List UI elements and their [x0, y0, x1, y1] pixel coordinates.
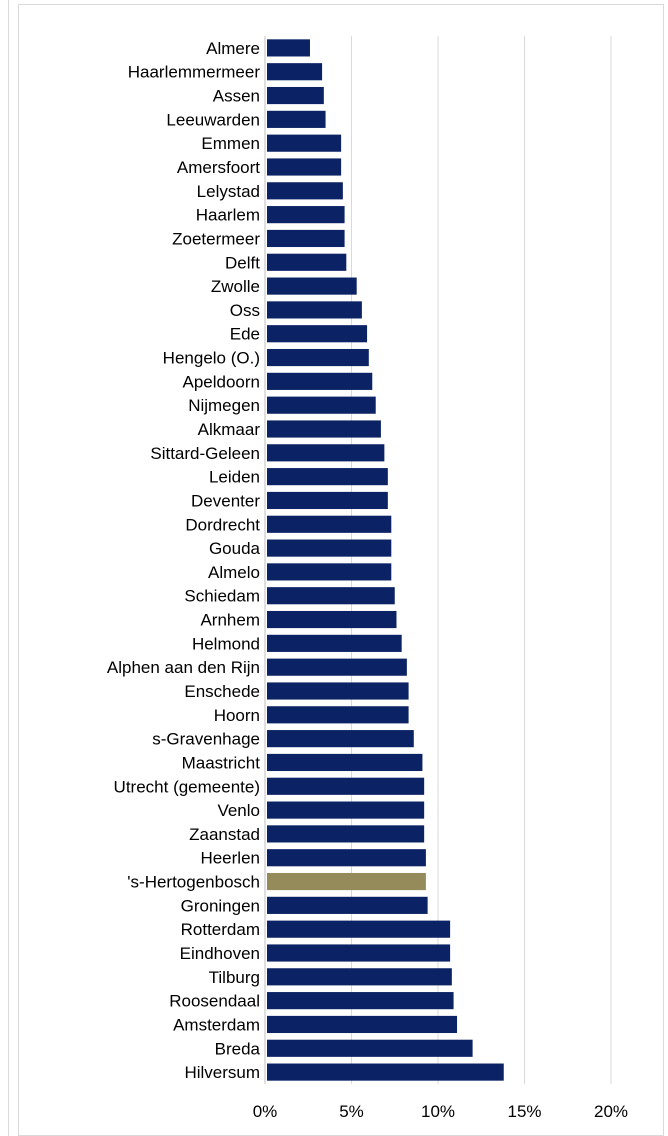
category-label: Gouda [209, 539, 261, 558]
category-label: s-Gravenhage [152, 730, 260, 749]
bar [267, 801, 425, 819]
category-label: Apeldoorn [182, 372, 260, 391]
bar [267, 110, 326, 128]
bar [267, 539, 392, 557]
category-label: Ede [230, 325, 260, 344]
category-label: Hengelo (O.) [163, 349, 260, 368]
bar [267, 968, 452, 986]
category-label: Amersfoort [177, 158, 260, 177]
category-label: Venlo [217, 801, 260, 820]
category-label: 's-Hertogenbosch [127, 873, 260, 892]
x-tick-label: 15% [507, 1102, 541, 1121]
category-label: Hoorn [214, 706, 260, 725]
bar [267, 706, 409, 724]
bar [267, 944, 451, 962]
category-label: Dordrecht [185, 515, 260, 534]
bar [267, 325, 368, 343]
category-label: Delft [225, 253, 260, 272]
category-label: Maastricht [182, 753, 261, 772]
bar [267, 468, 388, 486]
bar [267, 658, 407, 676]
category-label: Haarlem [196, 206, 260, 225]
bar [267, 86, 324, 105]
bar [267, 134, 342, 152]
category-label: Zaanstad [189, 825, 260, 844]
bar [267, 563, 392, 581]
bar [267, 491, 388, 510]
bar [267, 206, 345, 224]
category-label: Leiden [209, 468, 260, 487]
bar [267, 587, 395, 605]
bar [267, 825, 425, 843]
category-label: Lelystad [197, 182, 260, 201]
x-tick-label: 0% [253, 1102, 278, 1121]
category-label: Arnhem [200, 611, 260, 630]
category-label: Zoetermeer [172, 229, 260, 248]
bar [267, 420, 381, 438]
bar [267, 992, 454, 1010]
bar [267, 872, 426, 891]
bar [267, 1039, 473, 1057]
category-label: Utrecht (gemeente) [114, 777, 260, 796]
bar [267, 372, 373, 390]
category-label: Tilburg [209, 968, 260, 987]
category-label: Almere [206, 39, 260, 58]
bar-chart: Almere Haarlemmermeer Assen Leeuwarden Emmen… [107, 36, 628, 1121]
bar [267, 515, 392, 533]
category-label: Groningen [181, 896, 260, 915]
category-label: Oss [230, 301, 260, 320]
bar [267, 896, 428, 914]
bar [267, 1015, 458, 1034]
x-tick-label: 20% [594, 1102, 628, 1121]
left-panel-edge [0, 0, 9, 1136]
category-label: Rotterdam [181, 920, 260, 939]
category-label: Zwolle [211, 277, 260, 296]
category-label: Deventer [191, 491, 260, 510]
category-label: Alphen aan den Rijn [107, 658, 260, 677]
bar [267, 229, 345, 248]
bar [267, 730, 414, 748]
bar [267, 610, 397, 629]
bar [267, 634, 402, 652]
category-label: Amsterdam [173, 1015, 260, 1034]
bar [267, 39, 310, 57]
category-label: Nijmegen [188, 396, 260, 415]
bar [267, 158, 342, 176]
category-label: Alkmaar [198, 420, 261, 439]
category-label: Heerlen [200, 849, 260, 868]
chart-container: Almere Haarlemmermeer Assen Leeuwarden Emmen… [18, 4, 664, 1136]
category-label: Schiedam [184, 587, 260, 606]
bar [267, 682, 409, 700]
category-label: Enschede [184, 682, 260, 701]
bar [267, 920, 451, 938]
bar [267, 396, 376, 414]
x-tick-label: 10% [421, 1102, 455, 1121]
category-label: Leeuwarden [166, 110, 260, 129]
x-tick-label: 5% [339, 1102, 364, 1121]
category-label: Emmen [201, 134, 260, 153]
category-label: Helmond [192, 634, 260, 653]
bar [267, 277, 357, 295]
bar [267, 348, 369, 367]
bar [267, 1063, 504, 1081]
bar [267, 301, 362, 319]
category-label: Hilversum [184, 1063, 260, 1082]
bar [267, 849, 426, 867]
category-label: Sittard-Geleen [150, 444, 260, 463]
bar [267, 182, 343, 200]
category-label: Haarlemmermeer [128, 63, 261, 82]
category-label: Roosendaal [169, 992, 260, 1011]
category-label: Breda [215, 1039, 261, 1058]
category-label: Assen [213, 87, 260, 106]
bar [267, 63, 323, 81]
bar [267, 777, 425, 795]
category-label: Almelo [208, 563, 260, 582]
bar [267, 444, 385, 462]
category-label: Eindhoven [180, 944, 260, 963]
bar [267, 753, 423, 772]
bar [267, 253, 347, 271]
